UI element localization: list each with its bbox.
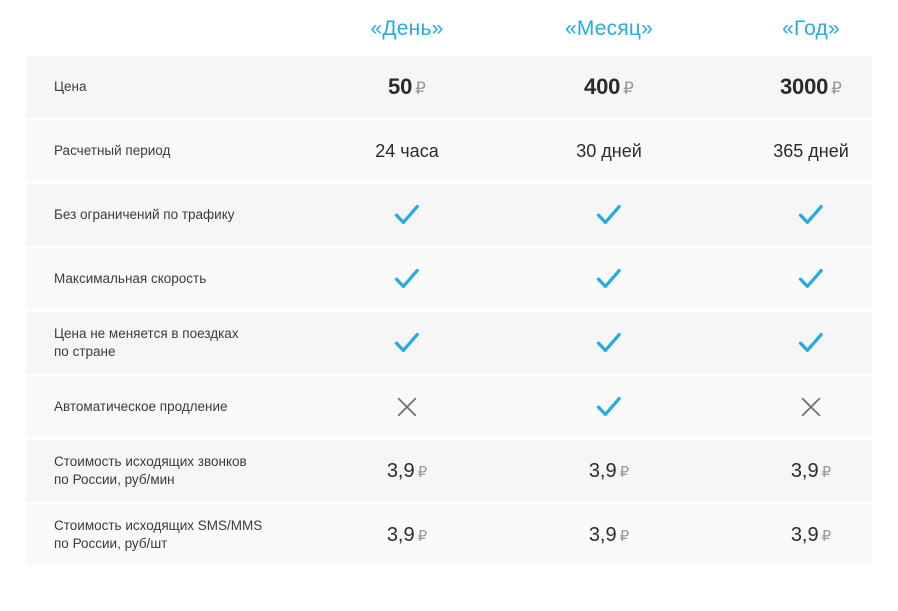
row-label: Стоимость исходящих SMS/MMS по России, ру… <box>26 517 306 553</box>
table-row: Цена не меняется в поездках по стране <box>26 312 872 374</box>
table-row: Цена 50 ₽400 ₽3000 ₽ <box>26 56 872 118</box>
amount-text: 50 <box>388 74 413 99</box>
check-icon <box>508 332 710 354</box>
cross-icon <box>710 396 898 418</box>
ruble-symbol: ₽ <box>831 79 842 98</box>
tariff-comparison-table: «День» «Месяц» «Год» Цена 50 ₽400 ₽3000 ₽ Рас… <box>26 0 872 568</box>
check-icon <box>508 204 710 226</box>
ruble-symbol: ₽ <box>619 528 630 545</box>
column-header-month: «Месяц» <box>564 16 654 40</box>
column-header-day: «День» <box>370 16 444 40</box>
table-header-row: «День» «Месяц» «Год» <box>26 0 872 56</box>
check-icon <box>306 332 508 354</box>
row-label: Стоимость исходящих звонков по России, ру… <box>26 453 306 489</box>
table-row: Стоимость исходящих SMS/MMS по России, ру… <box>26 504 872 566</box>
table-row: Автоматическое продление <box>26 376 872 438</box>
row-label-line: Цена <box>54 79 87 94</box>
ruble-symbol: ₽ <box>821 528 832 545</box>
cell-price-value: 3000 ₽ <box>710 76 898 98</box>
table-row: Расчетный период 24 часа 30 дней 365 дней <box>26 120 872 182</box>
column-header-year: «Год» <box>782 16 840 40</box>
amount-text: 3000 <box>780 74 829 99</box>
table-row: Стоимость исходящих звонков по России, ру… <box>26 440 872 502</box>
table-row: Максимальная скорость <box>26 248 872 310</box>
cell-rate-value: 3,9 ₽ <box>508 525 710 545</box>
row-label: Цена не меняется в поездках по стране <box>26 325 306 361</box>
ruble-symbol: ₽ <box>417 528 428 545</box>
cell-price-value: 50 ₽ <box>306 76 508 98</box>
table-body: Цена 50 ₽400 ₽3000 ₽ Расчетный период 24 часа 3… <box>26 56 872 566</box>
amount-text: 3,9 <box>790 524 819 546</box>
check-icon <box>710 268 898 290</box>
row-label-line: по России, руб/мин <box>54 472 175 487</box>
amount-text: 3,9 <box>588 524 617 546</box>
row-label: Без ограничений по трафику <box>26 206 306 224</box>
row-label-line: Стоимость исходящих SMS/MMS <box>54 518 263 533</box>
amount-text: 3,9 <box>386 460 415 482</box>
amount-text: 400 <box>584 74 621 99</box>
amount-text: 3,9 <box>588 460 617 482</box>
row-label-line: Цена не меняется в поездках <box>54 326 239 341</box>
ruble-symbol: ₽ <box>415 79 426 98</box>
row-label-line: Стоимость исходящих звонков <box>54 454 247 469</box>
ruble-symbol: ₽ <box>623 79 634 98</box>
row-label-line: Расчетный период <box>54 143 171 158</box>
row-label: Цена <box>26 78 306 96</box>
check-icon <box>508 268 710 290</box>
row-label: Расчетный период <box>26 142 306 160</box>
row-label-line: Без ограничений по трафику <box>54 207 235 222</box>
row-label-line: Максимальная скорость <box>54 271 207 286</box>
ruble-symbol: ₽ <box>821 464 832 481</box>
cell-rate-value: 3,9 ₽ <box>710 525 898 545</box>
cell-text-value: 24 часа <box>375 141 439 161</box>
table-row: Без ограничений по трафику <box>26 184 872 246</box>
row-label-line: по России, руб/шт <box>54 536 168 551</box>
check-icon <box>710 332 898 354</box>
check-icon <box>508 396 710 418</box>
amount-text: 3,9 <box>386 524 415 546</box>
ruble-symbol: ₽ <box>417 464 428 481</box>
cross-icon <box>306 396 508 418</box>
amount-text: 3,9 <box>790 460 819 482</box>
ruble-symbol: ₽ <box>619 464 630 481</box>
cell-text-value: 365 дней <box>773 141 849 161</box>
cell-rate-value: 3,9 ₽ <box>306 525 508 545</box>
cell-text-value: 30 дней <box>576 141 642 161</box>
cell-price-value: 400 ₽ <box>508 76 710 98</box>
row-label-line: Автоматическое продление <box>54 399 228 414</box>
row-label-line: по стране <box>54 344 116 359</box>
check-icon <box>306 268 508 290</box>
check-icon <box>306 204 508 226</box>
check-icon <box>710 204 898 226</box>
cell-rate-value: 3,9 ₽ <box>306 461 508 481</box>
cell-rate-value: 3,9 ₽ <box>710 461 898 481</box>
row-label: Максимальная скорость <box>26 270 306 288</box>
row-label: Автоматическое продление <box>26 398 306 416</box>
cell-rate-value: 3,9 ₽ <box>508 461 710 481</box>
